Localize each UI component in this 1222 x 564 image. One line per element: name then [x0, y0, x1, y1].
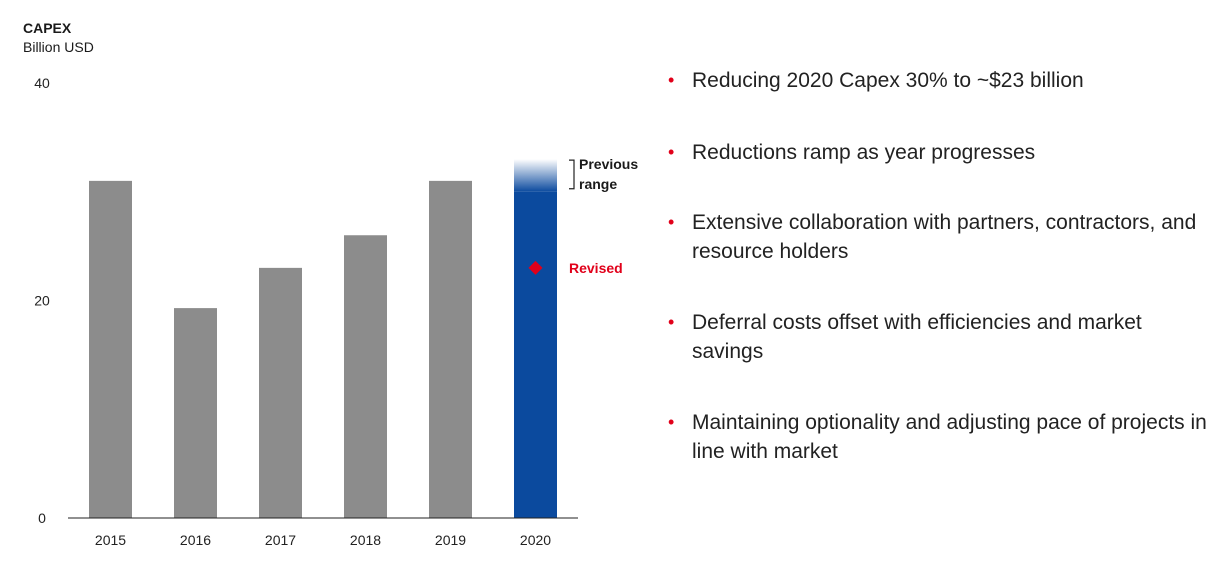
- x-tick-label: 2020: [520, 532, 551, 548]
- previous-range-label-line2: range: [579, 176, 617, 192]
- bar-2020: [514, 191, 557, 518]
- x-tick-label: 2015: [95, 532, 126, 548]
- x-tick-label: 2019: [435, 532, 466, 548]
- revised-label: Revised: [569, 260, 623, 276]
- bar-2018: [344, 235, 387, 518]
- bullet-item: Deferral costs offset with efficiencies …: [668, 308, 1218, 366]
- revised-marker: [528, 260, 543, 275]
- bullet-item: Reducing 2020 Capex 30% to ~$23 billion: [668, 66, 1218, 95]
- previous-range-band: [514, 159, 557, 192]
- chart-title: CAPEX: [23, 20, 72, 36]
- capex-bar-chart: 0 20 40 2015 2016 2017 2018 2019 2020 Previous ran…: [34, 75, 638, 548]
- y-tick-label: 40: [34, 75, 50, 91]
- y-tick-label: 0: [38, 510, 46, 526]
- bullet-item: Maintaining optionality and adjusting pa…: [668, 408, 1218, 466]
- x-tick-label: 2017: [265, 532, 296, 548]
- bar-2019: [429, 180, 472, 518]
- bullet-item: Extensive collaboration with partners, c…: [668, 208, 1218, 266]
- bullet-list: Reducing 2020 Capex 30% to ~$23 billion …: [668, 66, 1218, 466]
- bar-2016: [174, 308, 217, 518]
- x-tick-label: 2018: [350, 532, 381, 548]
- x-tick-label: 2016: [180, 532, 211, 548]
- previous-range-label-line1: Previous: [579, 156, 638, 172]
- bullet-item: Reductions ramp as year progresses: [668, 138, 1218, 167]
- y-tick-label: 20: [34, 293, 50, 309]
- bar-2015: [89, 180, 132, 518]
- previous-range-bracket: [569, 159, 575, 190]
- chart-subtitle: Billion USD: [23, 39, 94, 55]
- bar-2017: [259, 267, 302, 518]
